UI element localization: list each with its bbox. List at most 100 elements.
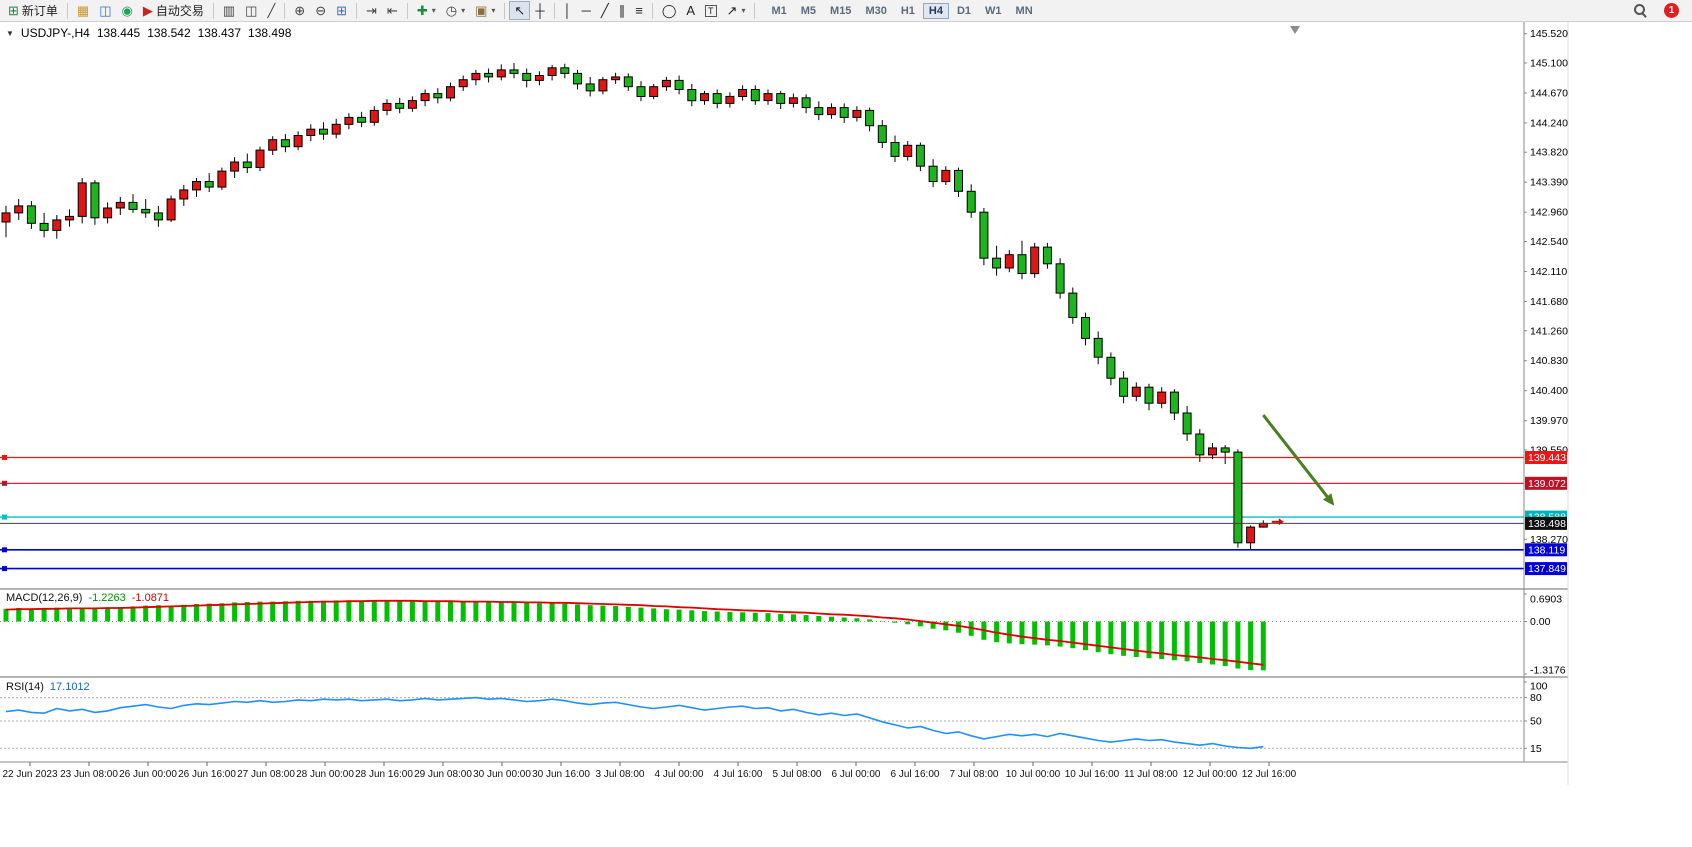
chart-shift-icon: ⇤	[386, 3, 398, 18]
candle-body	[890, 142, 900, 157]
price-badge-label: 138.119	[1528, 544, 1565, 556]
candle-body	[788, 97, 798, 104]
chart-root: 145.520 145.100 144.670 144.240 143.820 143.3…	[0, 22, 1569, 785]
timeframe-h4-button[interactable]: H4	[922, 2, 949, 19]
chart-shift-marker[interactable]	[1290, 26, 1300, 34]
auto-scroll-button[interactable]: ⇥	[361, 1, 382, 20]
fibonacci-button[interactable]: ≡	[630, 1, 648, 20]
candle-body	[1004, 254, 1014, 269]
cursor-icon: ↖	[514, 3, 526, 18]
candle-body	[865, 109, 875, 127]
candle-body	[1055, 263, 1065, 294]
collapse-icon[interactable]: ▼	[6, 28, 14, 38]
bars-chart-button[interactable]: ▥	[218, 1, 240, 20]
date-label: 4 Jul 16:00	[714, 769, 763, 780]
arrows-button[interactable]: ↗ ▾	[722, 1, 751, 20]
timeframe-w1-button[interactable]: W1	[979, 3, 1008, 19]
macd-histogram	[3, 600, 1266, 671]
vertical-line-button[interactable]: │	[559, 1, 577, 20]
candle-body	[1119, 377, 1129, 397]
toolbar-separator	[651, 2, 653, 19]
toolbar-separator	[356, 2, 358, 19]
timeframe-d1-button[interactable]: D1	[951, 3, 977, 19]
timeframe-m5-button[interactable]: M5	[795, 3, 822, 19]
text-button[interactable]: A	[681, 1, 700, 20]
timeframe-m1-button[interactable]: M1	[765, 3, 792, 19]
date-label: 23 Jun 08:00	[60, 769, 118, 780]
periods-icon: ◷	[445, 3, 458, 18]
bars-chart-icon: ▥	[222, 3, 236, 18]
candle-body	[14, 205, 24, 214]
candle-body	[26, 205, 36, 224]
trend-arrow[interactable]	[1262, 414, 1332, 503]
candlestick-chart-button[interactable]: ◫	[240, 1, 262, 20]
chart-shift-button[interactable]: ⇤	[382, 1, 403, 20]
price-badge-label: 137.849	[1528, 563, 1566, 575]
candle-body	[852, 109, 862, 118]
line-chart-button[interactable]: ╱	[262, 1, 280, 20]
candle-body	[192, 181, 201, 191]
candle-body	[344, 116, 354, 125]
new-chart-button[interactable]: ▦	[72, 1, 94, 20]
date-label: 30 Jun 16:00	[532, 769, 590, 780]
channel-button[interactable]: ∥	[614, 1, 631, 20]
new-order-button[interactable]: ⊞ 新订单	[3, 1, 63, 20]
text-label-button[interactable]: T	[700, 1, 722, 20]
candle-body	[1195, 433, 1205, 456]
timeframe-h1-button[interactable]: H1	[895, 3, 921, 19]
candle-body	[484, 72, 494, 78]
panel-separator[interactable]	[0, 588, 1568, 590]
date-label: 11 Jul 08:00	[1124, 769, 1178, 780]
candle-body	[179, 189, 189, 200]
zoom-out-button[interactable]: ⊖	[310, 1, 331, 20]
candle-body	[954, 169, 963, 192]
candle-body	[103, 207, 113, 219]
arrows-icon: ↗	[726, 3, 738, 18]
periods-button[interactable]: ◷ ▾	[441, 1, 470, 20]
price-tick-label: 139.970	[1530, 415, 1568, 427]
shapes-button[interactable]: ◯	[657, 1, 682, 20]
templates-button[interactable]: ▣ ▾	[470, 1, 500, 20]
candle-body	[1246, 526, 1256, 544]
candle-body	[903, 144, 913, 158]
autotrading-icon: ▶	[142, 3, 153, 18]
price-badge	[1525, 516, 1567, 530]
toolbar: ⊞ 新订单 ▦ ◫ ◉ ▶ 自动交易 ▥ ◫ ╱ ⊕ ⊖ ⊞ ⇥ ⇤ ✚ ▾ ◷ ▾ ▣ ▾ ↖ ┼ │ ─ ╱ ∥ ≡ ◯ A T ↗ ▾ M1…	[0, 0, 1692, 22]
timeframe-mn-button[interactable]: MN	[1010, 3, 1039, 19]
profiles-button[interactable]: ◫	[94, 1, 116, 20]
notifications-badge[interactable]: 1	[1664, 3, 1679, 18]
search-button[interactable]	[1629, 1, 1652, 20]
candle-body	[1081, 317, 1090, 339]
candle-body	[52, 219, 62, 231]
zoom-in-button[interactable]: ⊕	[289, 1, 310, 20]
autotrading-button[interactable]: ▶ 自动交易	[138, 1, 209, 20]
timeframe-m30-button[interactable]: M30	[859, 3, 892, 19]
crosshair-icon: ┼	[535, 3, 545, 18]
indicators-button[interactable]: ✚ ▾	[412, 1, 441, 20]
horizontal-line-button[interactable]: ─	[577, 1, 596, 20]
cursor-button[interactable]: ↖	[509, 1, 531, 20]
candle-body	[407, 100, 417, 109]
price-badge-label: 138.498	[1528, 518, 1566, 530]
rsi-tick-label: 80	[1530, 692, 1542, 704]
crosshair-button[interactable]: ┼	[530, 1, 549, 20]
tile-windows-button[interactable]: ⊞	[331, 1, 352, 20]
candle-body	[839, 107, 849, 118]
rsi-tick-label: 100	[1530, 681, 1548, 693]
date-label: 26 Jun 00:00	[119, 769, 177, 780]
trendline-button[interactable]: ╱	[596, 1, 614, 20]
candle-body	[877, 125, 887, 143]
candle-body	[941, 169, 951, 183]
panel-separator[interactable]	[0, 676, 1568, 678]
candle-body	[255, 149, 265, 169]
candle-body	[509, 69, 519, 74]
timeframe-m15-button[interactable]: M15	[824, 3, 857, 19]
candle-body	[547, 67, 557, 77]
macd-name: MACD(12,26,9)	[6, 592, 83, 604]
candle-body	[1131, 386, 1141, 397]
trend-arrow-head	[1322, 493, 1335, 506]
indicators-icon: ✚	[416, 3, 428, 18]
community-button[interactable]: ◉	[117, 1, 138, 20]
date-label: 28 Jun 16:00	[355, 769, 413, 780]
